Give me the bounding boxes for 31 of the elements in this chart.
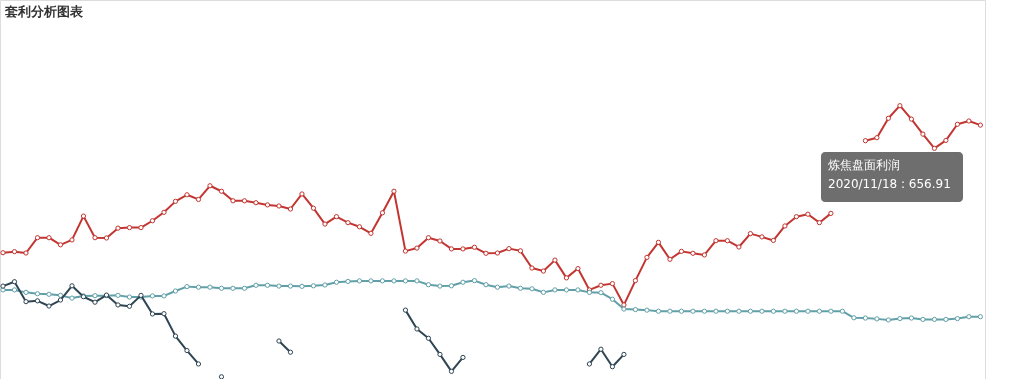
point <box>57 297 64 303</box>
point <box>11 279 18 285</box>
point <box>161 311 167 317</box>
point <box>586 361 593 367</box>
point <box>92 299 98 305</box>
point <box>126 303 133 309</box>
point <box>0 283 6 289</box>
point <box>218 374 225 379</box>
point <box>437 351 443 358</box>
point <box>598 346 604 352</box>
point <box>172 333 179 339</box>
point <box>425 335 432 341</box>
point <box>69 283 75 289</box>
annotation: 2020/11/18 : 656.91 <box>828 177 951 191</box>
point <box>149 311 156 317</box>
point <box>621 351 627 358</box>
point <box>23 299 29 305</box>
point <box>34 298 41 304</box>
point <box>402 307 409 313</box>
point <box>195 361 202 367</box>
point <box>448 368 455 374</box>
point <box>276 338 282 344</box>
point <box>46 303 52 309</box>
point <box>460 354 466 361</box>
point <box>287 349 294 355</box>
point <box>115 302 121 308</box>
point <box>414 326 420 332</box>
chart-title: 套利分析图表 <box>4 4 84 19</box>
point <box>609 364 616 370</box>
annotation: 炼焦盘面利润 <box>828 158 900 172</box>
point <box>184 347 190 354</box>
